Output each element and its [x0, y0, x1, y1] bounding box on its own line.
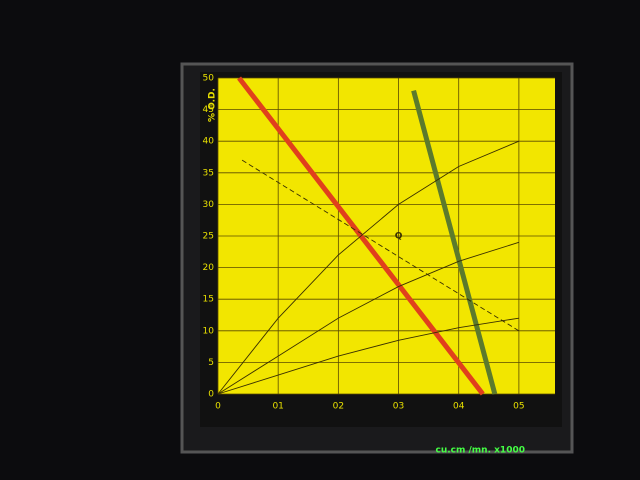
- y-tick-label: 15: [203, 295, 214, 305]
- annotation: Q: [395, 232, 403, 242]
- x-tick-label: 02: [333, 402, 344, 412]
- x-tick-label: 05: [513, 402, 524, 412]
- y-tick-label: 40: [203, 137, 215, 147]
- series-line: [217, 241, 520, 395]
- x-tick-label: 03: [393, 402, 404, 412]
- y-tick-label: 50: [203, 74, 215, 84]
- y-tick-label: 45: [203, 105, 214, 115]
- y-tick-label: 35: [203, 168, 214, 178]
- y-tick-label: 0: [208, 390, 214, 400]
- series-line: [217, 317, 519, 395]
- series-line: [411, 89, 498, 395]
- x-tick-label: 01: [272, 402, 283, 412]
- x-axis-label: cu.cm /mn. x1000: [436, 446, 526, 456]
- y-tick-label: 30: [203, 200, 215, 210]
- series-line: [217, 140, 520, 395]
- x-tick-label: 04: [453, 402, 465, 412]
- series-line: [241, 159, 520, 332]
- y-tick-label: 20: [203, 263, 215, 273]
- y-tick-label: 25: [203, 232, 214, 242]
- y-tick-label: 10: [203, 326, 215, 336]
- y-axis-label: % O.D.: [208, 88, 218, 122]
- y-tick-label: 5: [208, 358, 214, 368]
- x-tick-label: 0: [215, 402, 221, 412]
